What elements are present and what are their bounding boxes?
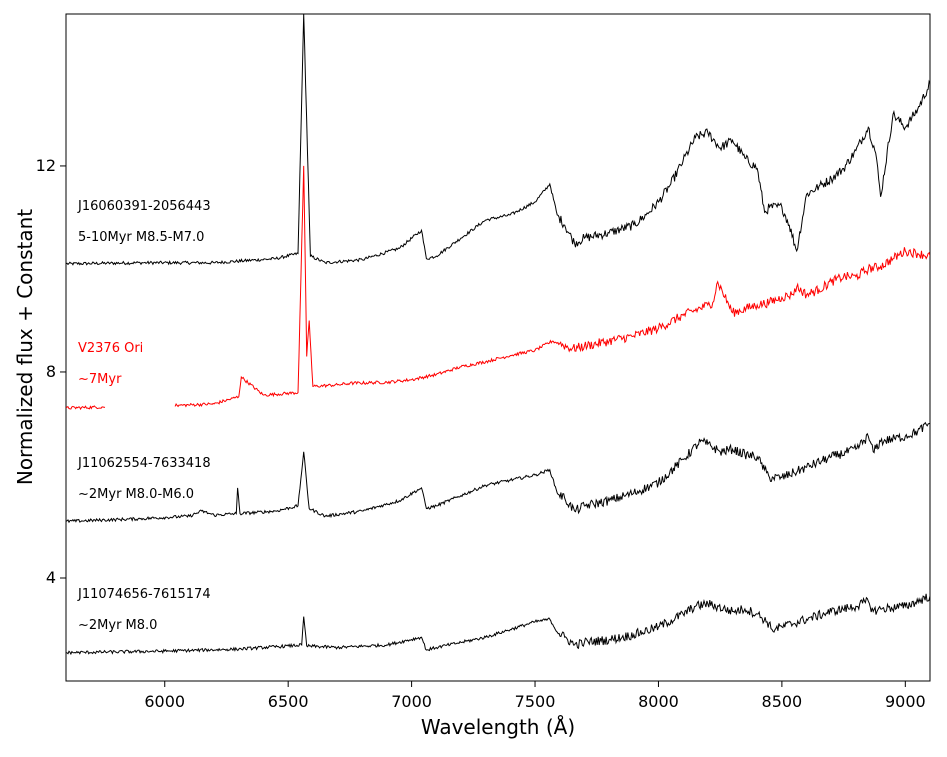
y-tick-label: 12: [36, 156, 56, 175]
series-label-name: J11062554-7633418: [77, 456, 211, 471]
series-layer: [66, 14, 930, 656]
series-label-name: J16060391-2056443: [77, 199, 211, 214]
spectrum-line-2: [66, 165, 930, 411]
x-axis-title: Wavelength (Å): [421, 715, 575, 739]
x-tick-label: 8500: [762, 692, 803, 711]
y-tick-label: 4: [46, 568, 56, 587]
x-tick-label: 6000: [144, 692, 185, 711]
series-label-age: ~7Myr: [78, 372, 122, 387]
x-axis-ticks: 6000 6500 7000 7500 8000 8500 9000: [144, 681, 926, 711]
spectrum-line-1: [66, 14, 930, 266]
x-tick-label: 9000: [885, 692, 926, 711]
spectrum-line-3: [66, 421, 930, 524]
x-tick-label: 7500: [515, 692, 556, 711]
spectrum-line-4: [66, 593, 930, 656]
series-label-age: 5-10Myr M8.5-M7.0: [78, 230, 204, 245]
x-tick-label: 6500: [268, 692, 309, 711]
y-axis-title: Normalized flux + Constant: [13, 209, 37, 485]
x-tick-label: 7000: [391, 692, 432, 711]
series-label-age: ~2Myr M8.0: [78, 618, 157, 633]
y-axis-ticks: 4 8 12: [36, 156, 66, 587]
y-tick-label: 8: [46, 362, 56, 381]
x-tick-label: 8000: [638, 692, 679, 711]
series-annotations: J16060391-2056443 5-10Myr M8.5-M7.0 V2376 …: [77, 199, 211, 633]
series-label-age: ~2Myr M8.0-M6.0: [78, 487, 194, 502]
series-label-name: J11074656-7615174: [77, 587, 211, 602]
plot-frame: [65, 13, 931, 682]
series-label-name: V2376 Ori: [78, 341, 143, 356]
